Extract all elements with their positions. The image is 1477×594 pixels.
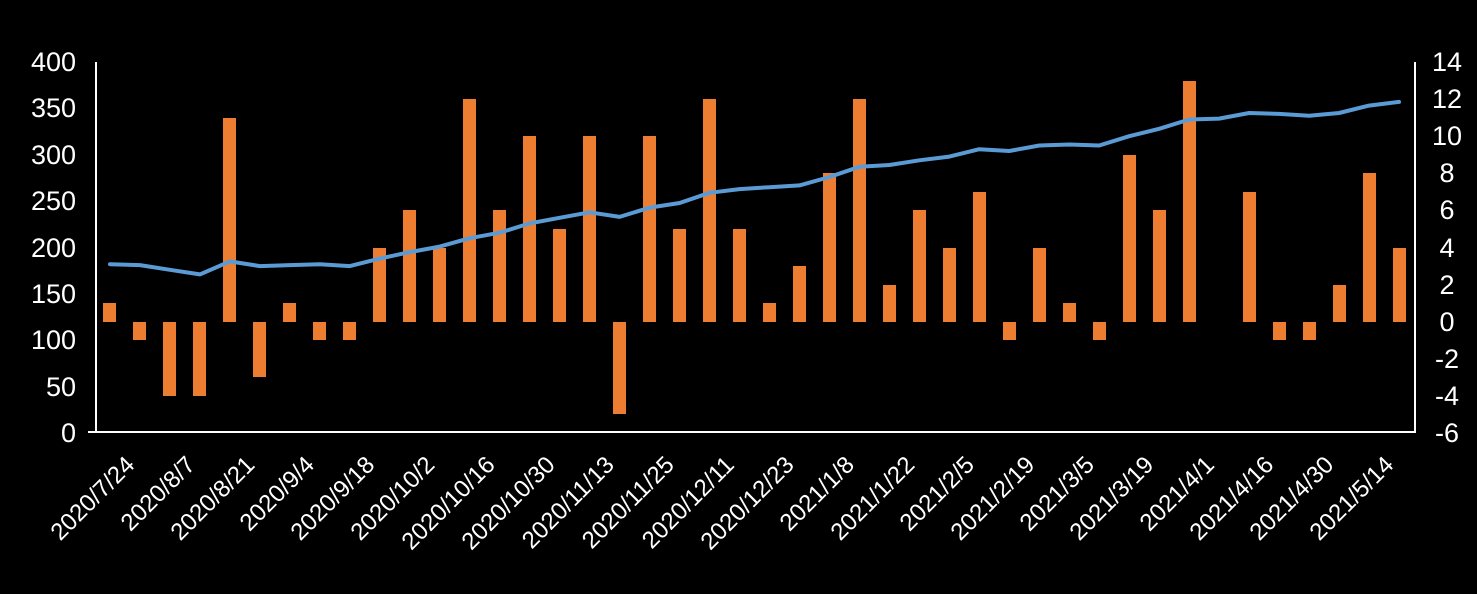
x-axis-line bbox=[88, 431, 1416, 433]
bar bbox=[1182, 80, 1196, 322]
bar bbox=[193, 321, 207, 396]
right-axis-tick-label: 0 bbox=[1439, 306, 1455, 337]
bar bbox=[433, 247, 447, 322]
bar bbox=[1062, 303, 1076, 322]
right-axis-tick-label: 2 bbox=[1439, 269, 1455, 300]
left-axis-line bbox=[95, 62, 97, 433]
bar bbox=[1362, 173, 1376, 322]
right-axis-tick-label: -6 bbox=[1434, 418, 1459, 448]
bar bbox=[103, 303, 117, 322]
bar bbox=[373, 247, 387, 322]
right-axis-tick-label: 10 bbox=[1431, 121, 1463, 152]
bar bbox=[163, 321, 177, 396]
right-axis-tick-label: -2 bbox=[1434, 343, 1459, 374]
right-axis-tick-label: 4 bbox=[1439, 232, 1455, 263]
left-axis-tick-label: 300 bbox=[30, 139, 76, 170]
left-axis-tick-label: 250 bbox=[30, 186, 76, 217]
bar bbox=[1272, 321, 1286, 341]
left-axis-tick-label: 0 bbox=[60, 418, 76, 448]
bar bbox=[1092, 321, 1106, 341]
bar bbox=[283, 303, 297, 322]
bar bbox=[822, 173, 836, 322]
bar bbox=[972, 191, 986, 322]
bar bbox=[912, 210, 926, 322]
right-axis-tick-label: 14 bbox=[1431, 47, 1463, 77]
bar bbox=[613, 321, 627, 415]
left-axis-tick-label: 200 bbox=[30, 232, 76, 263]
right-axis-tick-label: 6 bbox=[1439, 195, 1455, 226]
bar bbox=[643, 136, 657, 322]
bar bbox=[852, 99, 866, 322]
bar bbox=[1122, 154, 1136, 322]
bar bbox=[1152, 210, 1166, 322]
bar bbox=[343, 321, 357, 341]
bar bbox=[523, 136, 537, 322]
bar bbox=[253, 321, 267, 378]
bar bbox=[882, 284, 896, 322]
left-axis-tick-label: 50 bbox=[45, 371, 76, 402]
left-axis-tick-label: 400 bbox=[30, 47, 76, 77]
bar bbox=[1302, 321, 1316, 341]
bar bbox=[673, 228, 687, 322]
bar bbox=[553, 228, 567, 322]
left-axis-tick-label: 150 bbox=[30, 278, 76, 309]
bar bbox=[1242, 191, 1256, 322]
bar bbox=[1032, 247, 1046, 322]
bar bbox=[703, 99, 717, 322]
bar bbox=[792, 266, 806, 322]
bar bbox=[762, 303, 776, 322]
bar bbox=[1002, 321, 1016, 341]
left-axis-tick-label: 350 bbox=[30, 93, 76, 124]
bar bbox=[403, 210, 417, 322]
bar bbox=[733, 228, 746, 322]
bar bbox=[942, 247, 956, 322]
left-axis-tick-label: 100 bbox=[30, 325, 76, 356]
right-axis-tick-label: -4 bbox=[1434, 380, 1459, 411]
right-axis-tick-label: 12 bbox=[1431, 84, 1463, 115]
bar bbox=[1332, 284, 1346, 322]
bar bbox=[583, 136, 597, 322]
right-axis-tick-label: 8 bbox=[1439, 158, 1455, 189]
bar bbox=[1392, 247, 1406, 322]
bar bbox=[133, 321, 147, 341]
bar bbox=[313, 321, 327, 341]
bar bbox=[463, 99, 477, 322]
bar bbox=[493, 210, 507, 322]
line-series-path bbox=[108, 99, 1401, 277]
right-axis-line bbox=[1414, 62, 1416, 433]
bar bbox=[223, 117, 237, 322]
